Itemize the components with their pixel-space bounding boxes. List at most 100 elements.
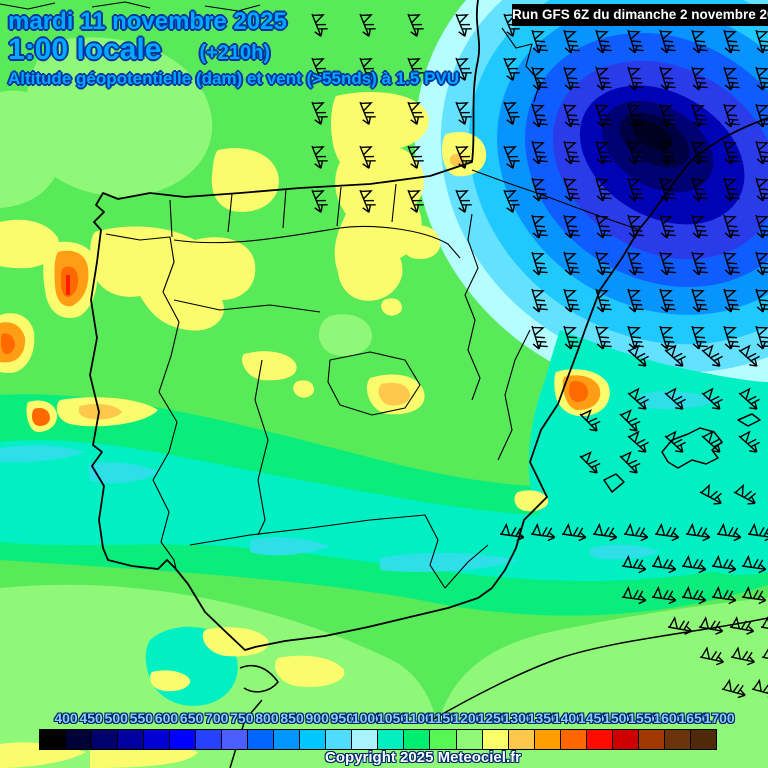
wind-barb	[723, 214, 740, 239]
wind-barb	[723, 325, 740, 350]
wind-barb	[755, 29, 768, 54]
wind-barb	[659, 140, 676, 165]
geopotential-region-cyanp	[590, 544, 660, 560]
wind-barb	[455, 101, 472, 125]
wind-barb	[503, 189, 520, 213]
color-scale-cell	[91, 729, 119, 750]
wind-barb	[627, 29, 644, 54]
color-scale-label: 600	[154, 710, 179, 726]
geopotential-region-turq	[0, 440, 768, 581]
wind-barb	[659, 66, 676, 91]
wind-barb	[738, 344, 760, 367]
color-scale-label: 700	[205, 710, 229, 726]
color-scale-label: 1450	[577, 710, 610, 726]
geopotential-region-yellow	[242, 351, 297, 381]
wind-barb	[531, 288, 548, 313]
color-scale-cell	[585, 729, 613, 750]
color-scale-labels: 400 450 500 550 600 650 700 750 800 850 900 950 1000…	[0, 710, 768, 728]
geopotential-region-cyanp	[380, 552, 520, 572]
wind-barb	[729, 616, 755, 635]
wind-barb	[531, 103, 548, 128]
wind-barb	[595, 29, 612, 54]
wind-barb	[659, 177, 676, 202]
geopotential-region-red	[66, 275, 70, 295]
wind-barb	[359, 101, 376, 125]
wind-barb	[723, 29, 740, 54]
wind-barb	[691, 140, 708, 165]
geopotential-region-yellow	[514, 490, 549, 512]
geopotential-region-yellow	[293, 380, 314, 398]
wind-barb	[681, 554, 707, 574]
color-scale-cell	[221, 729, 249, 750]
wind-barb	[659, 325, 676, 350]
geopotential-region-yellow	[335, 96, 358, 117]
wind-barb	[627, 325, 644, 350]
wind-barb	[563, 66, 580, 91]
geopotential-region-dorange	[569, 381, 588, 403]
geopotential-region-cyanp	[88, 462, 160, 484]
map-subtitle: Altitude géopotentielle (dam) et vent (>…	[8, 69, 460, 88]
color-scale-label: 450	[79, 710, 103, 726]
wind-barb	[691, 288, 708, 313]
wind-barb	[664, 387, 686, 410]
wind-barb	[619, 409, 641, 432]
wind-barb	[407, 101, 424, 125]
color-scale-label: 1700	[703, 710, 735, 726]
wind-barb	[738, 387, 760, 410]
wind-barb	[691, 177, 708, 202]
wind-barb	[738, 430, 760, 453]
color-scale-label: 550	[129, 710, 154, 726]
color-scale-label: 1350	[527, 710, 559, 726]
wind-barb	[499, 522, 525, 542]
wind-barb	[359, 13, 376, 37]
geopotential-region-cyanp	[0, 445, 85, 463]
wind-barb	[311, 145, 328, 169]
wind-barb	[563, 140, 580, 165]
wind-barb	[741, 554, 767, 574]
wind-barb	[711, 585, 737, 605]
wind-barb	[730, 646, 755, 666]
color-scale-label: 1250	[477, 710, 509, 726]
wind-barb	[455, 57, 472, 81]
color-scale-cell	[637, 729, 665, 750]
wind-barb	[627, 214, 644, 239]
wind-barb	[691, 29, 708, 54]
wind-barb	[664, 344, 686, 367]
wind-barb	[723, 251, 740, 276]
geopotential-region-yellow	[401, 225, 441, 260]
wind-barb	[563, 177, 580, 202]
geopotential-region-yellow	[90, 226, 256, 331]
wind-barb	[579, 409, 601, 432]
color-scale-label: 850	[280, 710, 304, 726]
geopotential-region-lgreen	[0, 90, 63, 208]
wind-barb	[716, 522, 742, 542]
color-scale-label: 500	[104, 710, 128, 726]
wind-barb	[698, 616, 724, 635]
wind-barb	[455, 13, 472, 37]
wind-barb	[659, 214, 676, 239]
wind-barb	[359, 189, 376, 213]
wind-barb	[563, 29, 580, 54]
geopotential-region-yellow	[274, 655, 345, 688]
wind-barb	[723, 288, 740, 313]
wind-barb	[681, 585, 707, 605]
color-scale-label: 1300	[502, 710, 534, 726]
geopotential-region-yellow	[0, 219, 59, 269]
region-borders	[0, 1, 641, 589]
wind-barb	[503, 101, 520, 125]
wind-barb	[691, 325, 708, 350]
wind-barb	[503, 13, 520, 37]
wind-barb	[711, 554, 737, 574]
wind-barb	[311, 57, 328, 81]
wind-barb	[407, 145, 424, 169]
wind-barb	[530, 522, 556, 542]
color-scale-cell	[533, 729, 561, 750]
geopotential-region-cyanp	[640, 391, 720, 410]
geopotential-region-dorange	[31, 408, 50, 427]
geopotential-region-yellow	[150, 670, 191, 692]
wind-barb	[664, 430, 686, 453]
color-scale-label: 1100	[402, 710, 433, 726]
wind-barb	[311, 13, 328, 37]
wind-barb	[723, 103, 740, 128]
